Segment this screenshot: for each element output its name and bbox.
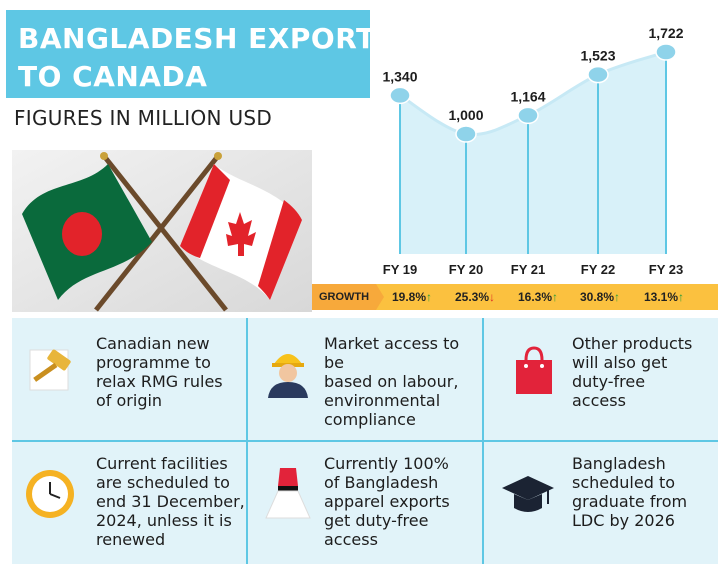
fact-text-line: get duty-free	[324, 511, 429, 530]
title-line-2: TO CANADA	[18, 60, 208, 93]
shopping-bag-icon	[506, 342, 562, 403]
data-label: 1,523	[580, 48, 615, 64]
data-label: 1,722	[648, 25, 683, 41]
data-point	[389, 86, 411, 105]
bangladesh-flag-disc	[62, 212, 102, 256]
maple-leaf-icon	[226, 212, 256, 256]
data-label: 1,340	[382, 68, 417, 84]
growth-value: 30.8%↑	[580, 284, 620, 310]
data-label: 1,164	[510, 88, 545, 104]
fact-text-line: environmental	[324, 391, 441, 410]
fact-text-line: Current facilities	[96, 454, 228, 473]
x-tick-label: FY 21	[511, 262, 545, 277]
title-banner: BANGLADESH EXPORTS TO CANADA	[6, 10, 396, 98]
fact-card: Canadian new programme to relax RMG rules o…	[12, 318, 246, 440]
fact-text-line: access	[572, 391, 626, 410]
growth-value-text: 30.8%	[580, 290, 615, 304]
clock-icon	[22, 466, 78, 527]
fact-text-line: scheduled to	[572, 473, 676, 492]
growth-label: GROWTH	[312, 284, 376, 310]
arrow-up-icon: ↑	[552, 290, 559, 304]
fact-text: Market access to be based on labour, envir…	[324, 334, 482, 429]
pole-right	[94, 154, 220, 312]
growth-bar: GROWTH 19.8%↑ 25.3%↓ 16.3%↑ 30.8%↑ 13.1%↑	[312, 284, 718, 310]
subtitle: FIGURES IN MILLION USD	[14, 106, 273, 130]
fact-text-line: Bangladesh	[572, 454, 666, 473]
fact-text-line: relax RMG rules	[96, 372, 223, 391]
fact-text-line: apparel exports	[324, 492, 450, 511]
facts-grid: Canadian new programme to relax RMG rules o…	[12, 318, 718, 564]
area-fill	[400, 52, 666, 254]
exports-area-chart: 1,340 FY 19 1,000 FY 20 1,164 FY 21 1,523 FY 22…	[382, 25, 683, 277]
gavel-icon	[26, 340, 82, 401]
fact-text-line: graduate from	[572, 492, 688, 511]
arrow-down-icon: ↓	[489, 290, 496, 304]
arrow-up-icon: ↑	[426, 290, 433, 304]
fact-text-line: programme to	[96, 353, 211, 372]
fact-text-line: of origin	[96, 391, 163, 410]
x-tick-label: FY 22	[581, 262, 615, 277]
fact-text: Bangladesh scheduled to graduate from LDC b…	[572, 454, 687, 530]
data-point	[517, 106, 539, 125]
growth-value-text: 13.1%	[644, 290, 679, 304]
growth-value-text: 16.3%	[518, 290, 553, 304]
fact-card: Bangladesh scheduled to graduate from LDC b…	[484, 442, 718, 564]
crossed-flags-illustration	[12, 150, 312, 312]
data-point	[455, 125, 477, 143]
growth-value: 13.1%↑	[644, 284, 684, 310]
x-tick-label: FY 19	[383, 262, 417, 277]
fact-text: Currently 100% of Bangladesh apparel expor…	[324, 454, 450, 549]
data-point	[655, 43, 677, 61]
x-tick-label: FY 20	[449, 262, 483, 277]
pole-left	[102, 154, 228, 312]
arrow-up-icon: ↑	[614, 290, 621, 304]
bangladesh-flag	[22, 164, 152, 300]
growth-value-text: 19.8%	[392, 290, 427, 304]
worker-icon	[260, 342, 316, 403]
growth-value-text: 25.3%	[455, 290, 490, 304]
arrow-up-icon: ↑	[678, 290, 685, 304]
fact-text: Other products will also get duty-free acce…	[572, 334, 692, 410]
fact-text-line: Canadian new	[96, 334, 210, 353]
growth-label-arrow	[376, 284, 384, 310]
data-label: 1,000	[448, 107, 483, 123]
dress-icon	[260, 464, 316, 525]
data-point	[587, 65, 609, 84]
canada-flag	[180, 164, 302, 300]
pole-right-finial	[214, 152, 222, 160]
x-tick-label: FY 23	[649, 262, 683, 277]
fact-text-line: access	[324, 530, 378, 549]
growth-value: 25.3%↓	[455, 284, 495, 310]
fact-text-line: LDC by 2026	[572, 511, 675, 530]
growth-value: 16.3%↑	[518, 284, 558, 310]
fact-text-line: duty-free	[572, 372, 646, 391]
fact-text-line: Currently 100%	[324, 454, 449, 473]
fact-card: Currently 100% of Bangladesh apparel expor…	[248, 442, 482, 564]
growth-value: 19.8%↑	[392, 284, 432, 310]
fact-text-line: Other products	[572, 334, 693, 353]
title-line-1: BANGLADESH EXPORTS	[18, 22, 397, 55]
fact-text-line: will also get	[572, 353, 668, 372]
fact-card: Other products will also get duty-free acce…	[484, 318, 718, 440]
fact-text-line: Market access to be	[324, 334, 460, 372]
fact-text-line: of Bangladesh	[324, 473, 439, 492]
pole-left-finial	[100, 152, 108, 160]
fact-text-line: are scheduled to	[96, 473, 230, 492]
graduation-cap-icon	[500, 464, 556, 525]
fact-text-line: based on labour,	[324, 372, 459, 391]
fact-text-line: renewed	[96, 530, 166, 549]
fact-text-line: compliance	[324, 410, 416, 429]
fact-text-line: 2024, unless it is	[96, 511, 232, 530]
fact-card: Current facilities are scheduled to end 31…	[12, 442, 246, 564]
fact-text: Current facilities are scheduled to end 31…	[96, 454, 245, 549]
fact-text-line: end 31 December,	[96, 492, 245, 511]
fact-text: Canadian new programme to relax RMG rules o…	[96, 334, 223, 410]
fact-card: Market access to be based on labour, envir…	[248, 318, 482, 440]
